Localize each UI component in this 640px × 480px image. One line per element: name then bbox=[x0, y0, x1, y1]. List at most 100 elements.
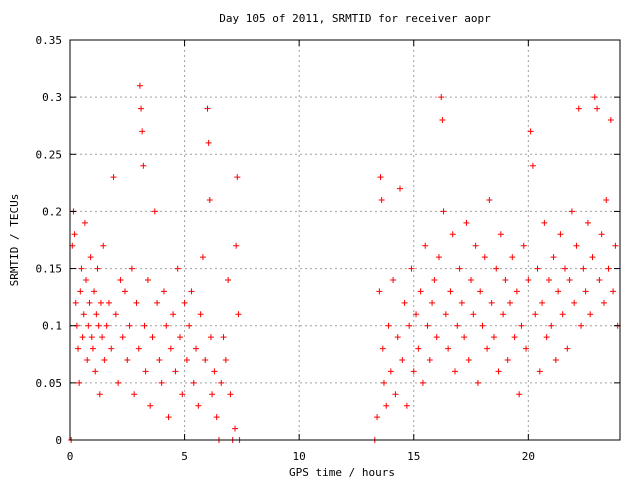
data-point bbox=[136, 82, 143, 89]
data-point bbox=[452, 368, 458, 375]
data-point bbox=[525, 277, 532, 283]
y-tick-label: 0.05 bbox=[36, 377, 63, 390]
data-point bbox=[138, 105, 145, 112]
data-point bbox=[429, 299, 436, 306]
data-point bbox=[399, 357, 406, 363]
data-point bbox=[571, 299, 578, 306]
data-point bbox=[195, 402, 202, 409]
data-point bbox=[140, 162, 147, 169]
y-tick-label: 0.35 bbox=[36, 34, 63, 47]
data-point bbox=[447, 288, 454, 295]
data-point bbox=[422, 242, 429, 249]
data-point bbox=[220, 334, 227, 341]
data-point bbox=[564, 345, 571, 352]
data-point bbox=[591, 94, 598, 101]
data-point bbox=[424, 322, 431, 329]
data-point bbox=[488, 299, 495, 306]
data-point bbox=[468, 277, 475, 283]
data-point bbox=[440, 208, 447, 215]
data-point bbox=[71, 231, 78, 238]
data-point bbox=[188, 288, 195, 295]
data-point bbox=[413, 311, 420, 318]
data-point bbox=[513, 288, 520, 295]
data-point bbox=[126, 322, 133, 329]
data-point bbox=[174, 265, 181, 272]
data-point bbox=[575, 105, 582, 112]
data-point bbox=[415, 345, 422, 352]
data-point bbox=[607, 117, 614, 123]
data-point bbox=[110, 174, 117, 181]
data-point bbox=[96, 391, 103, 398]
data-point bbox=[156, 357, 163, 363]
data-point bbox=[458, 299, 465, 306]
data-point bbox=[541, 219, 548, 226]
data-point bbox=[80, 311, 87, 318]
data-point bbox=[509, 254, 516, 261]
data-point bbox=[534, 265, 541, 272]
data-point bbox=[545, 277, 552, 283]
data-point bbox=[95, 322, 102, 329]
data-point bbox=[167, 345, 174, 352]
data-point bbox=[209, 391, 216, 398]
data-point bbox=[234, 174, 241, 181]
data-point bbox=[76, 379, 83, 386]
data-point bbox=[580, 265, 587, 272]
data-point bbox=[78, 265, 85, 272]
data-point bbox=[100, 242, 107, 249]
data-point bbox=[578, 322, 585, 329]
data-point bbox=[186, 322, 193, 329]
data-point bbox=[529, 162, 536, 169]
data-point bbox=[438, 94, 445, 101]
data-point bbox=[385, 322, 392, 329]
data-point bbox=[97, 299, 104, 306]
y-axis-title: SRMTID / TECUs bbox=[8, 194, 21, 287]
data-point bbox=[232, 425, 238, 432]
y-tick-label: 0.3 bbox=[42, 91, 62, 104]
x-tick-label: 15 bbox=[407, 450, 420, 463]
data-point bbox=[397, 185, 403, 192]
data-point bbox=[93, 311, 100, 318]
data-point bbox=[117, 277, 124, 283]
data-point bbox=[484, 345, 491, 352]
data-point bbox=[523, 345, 530, 352]
data-point bbox=[449, 231, 456, 238]
data-point bbox=[555, 288, 562, 295]
data-point bbox=[490, 334, 497, 341]
data-point bbox=[139, 128, 146, 135]
data-point bbox=[112, 311, 119, 318]
data-point bbox=[479, 322, 486, 329]
data-point bbox=[406, 322, 413, 329]
data-point bbox=[552, 357, 559, 363]
data-point bbox=[85, 322, 92, 329]
data-point bbox=[543, 334, 550, 341]
data-point bbox=[548, 322, 555, 329]
data-point bbox=[135, 345, 142, 352]
data-point bbox=[536, 368, 543, 375]
data-point bbox=[589, 254, 596, 261]
data-point bbox=[206, 197, 213, 203]
data-point bbox=[179, 391, 186, 398]
data-point bbox=[417, 288, 424, 295]
data-point bbox=[600, 299, 607, 306]
x-tick-label: 10 bbox=[293, 450, 306, 463]
x-axis-title: GPS time / hours bbox=[289, 466, 395, 479]
data-point bbox=[89, 345, 96, 352]
data-point bbox=[470, 311, 477, 318]
data-point bbox=[419, 379, 426, 386]
data-point bbox=[477, 288, 484, 295]
data-point bbox=[91, 288, 98, 295]
data-point bbox=[439, 117, 446, 123]
plot-frame bbox=[69, 39, 621, 441]
y-tick-label: 0.15 bbox=[36, 263, 63, 276]
data-point bbox=[119, 334, 126, 341]
data-point bbox=[122, 288, 128, 295]
data-point bbox=[518, 322, 525, 329]
data-point bbox=[566, 277, 573, 283]
x-tick-label: 5 bbox=[181, 450, 188, 463]
data-point bbox=[481, 254, 488, 261]
y-tick-label: 0.1 bbox=[42, 320, 62, 333]
data-point bbox=[88, 334, 95, 341]
data-point bbox=[559, 311, 566, 318]
data-point bbox=[426, 357, 433, 363]
y-tick-label: 0.25 bbox=[36, 148, 63, 161]
